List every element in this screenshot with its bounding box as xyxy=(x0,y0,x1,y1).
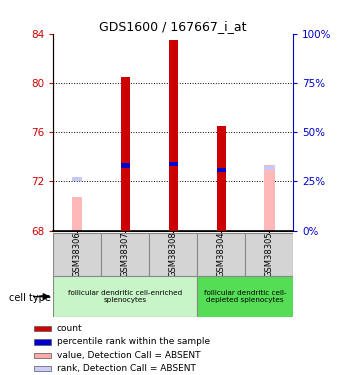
Bar xyxy=(217,126,226,231)
Text: rank, Detection Call = ABSENT: rank, Detection Call = ABSENT xyxy=(57,364,196,373)
Bar xyxy=(72,177,82,181)
FancyBboxPatch shape xyxy=(53,232,101,276)
Bar xyxy=(217,168,226,172)
Bar xyxy=(169,40,178,231)
FancyBboxPatch shape xyxy=(197,276,293,317)
Text: value, Detection Call = ABSENT: value, Detection Call = ABSENT xyxy=(57,351,200,360)
Bar xyxy=(121,77,130,231)
FancyBboxPatch shape xyxy=(197,232,245,276)
Bar xyxy=(264,166,274,170)
Bar xyxy=(169,162,178,166)
Text: count: count xyxy=(57,324,83,333)
FancyBboxPatch shape xyxy=(101,232,149,276)
Text: cell type: cell type xyxy=(9,293,50,303)
FancyBboxPatch shape xyxy=(245,232,293,276)
Bar xyxy=(34,326,51,331)
Text: GSM38308: GSM38308 xyxy=(169,231,178,277)
Text: GSM38305: GSM38305 xyxy=(265,231,274,277)
Bar xyxy=(121,163,130,168)
Bar xyxy=(34,352,51,358)
FancyBboxPatch shape xyxy=(149,232,197,276)
Bar xyxy=(264,165,274,231)
Text: follicular dendritic cell-enriched
splenocytes: follicular dendritic cell-enriched splen… xyxy=(68,290,182,303)
FancyBboxPatch shape xyxy=(53,276,197,317)
Bar xyxy=(34,339,51,345)
Text: GSM38307: GSM38307 xyxy=(121,231,130,277)
Title: GDS1600 / 167667_i_at: GDS1600 / 167667_i_at xyxy=(99,20,247,33)
Bar xyxy=(72,197,82,231)
Bar xyxy=(34,366,51,371)
Text: GSM38306: GSM38306 xyxy=(73,231,82,277)
Text: GSM38304: GSM38304 xyxy=(217,231,226,277)
Text: percentile rank within the sample: percentile rank within the sample xyxy=(57,338,210,346)
Text: follicular dendritic cell-
depleted splenocytes: follicular dendritic cell- depleted sple… xyxy=(204,290,286,303)
